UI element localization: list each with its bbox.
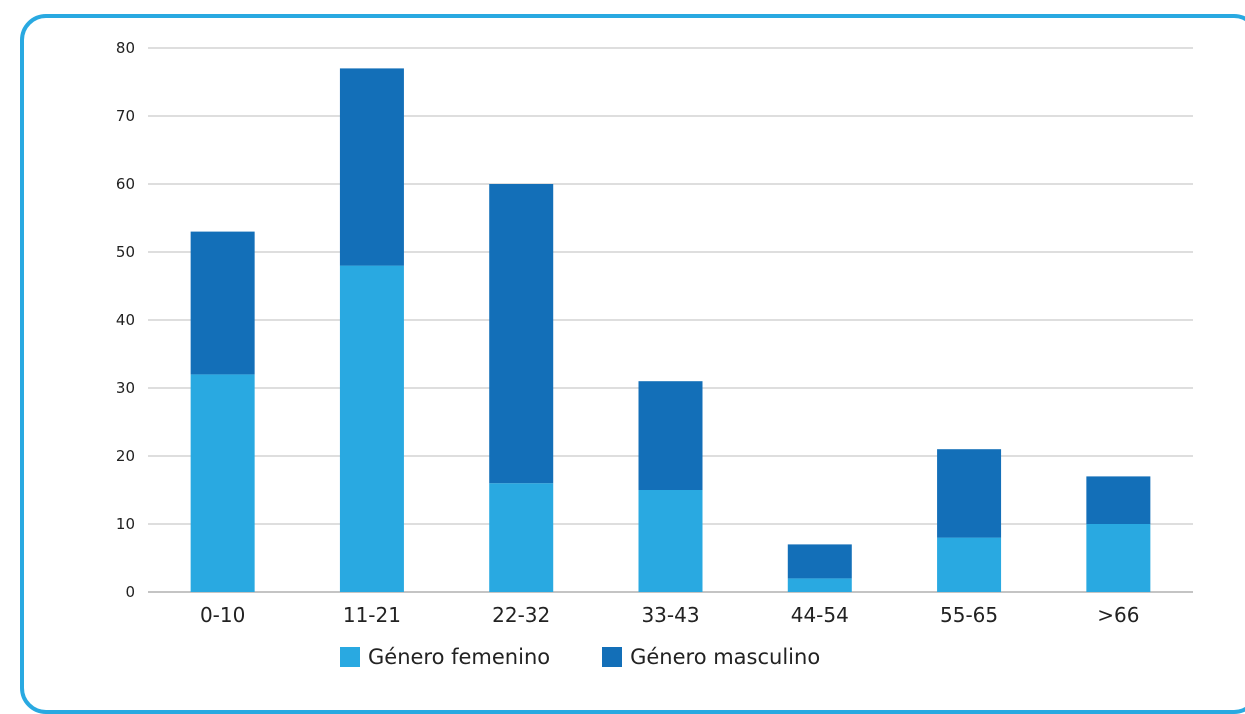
x-axis-ticks: 0-10 11-21 22-32 33-43 44-54 55-65 >66	[200, 603, 1140, 627]
bar-femenino-11-21	[339, 265, 404, 592]
legend-label-masculino: Género masculino	[630, 645, 821, 669]
x-tick-label: >66	[1097, 603, 1139, 627]
legend: Género femenino Género masculino	[340, 645, 820, 669]
y-tick-label: 40	[116, 311, 135, 329]
y-tick-label: 50	[116, 243, 135, 261]
legend-label-femenino: Género femenino	[368, 645, 551, 669]
x-tick-label: 44-54	[791, 603, 849, 627]
bar-chart: 0 10 20 30 40 50 60 70 80 0-10 11-21 22-32 33-43 44-…	[116, 39, 1193, 627]
bar-masculino-33-43	[638, 381, 703, 490]
y-tick-label: 30	[116, 379, 135, 397]
legend-item-masculino: Género masculino	[602, 645, 820, 669]
x-tick-label: 0-10	[200, 603, 245, 627]
bar-femenino-22-32	[489, 483, 554, 592]
y-tick-label: 80	[116, 39, 135, 57]
bar-femenino-0-10	[190, 374, 255, 592]
legend-swatch-masculino	[602, 647, 623, 667]
bar-masculino->66	[1086, 476, 1151, 524]
y-tick-label: 60	[116, 175, 135, 193]
x-tick-label: 33-43	[641, 603, 699, 627]
bar-femenino->66	[1086, 524, 1151, 592]
bar-masculino-0-10	[190, 231, 255, 375]
bar-femenino-33-43	[638, 490, 703, 592]
y-tick-label: 20	[116, 447, 135, 465]
bar-masculino-55-65	[937, 449, 1002, 538]
y-tick-label: 0	[125, 583, 135, 601]
x-tick-label: 55-65	[940, 603, 998, 627]
y-tick-label: 10	[116, 515, 135, 533]
x-tick-label: 22-32	[492, 603, 550, 627]
bar-femenino-44-54	[787, 578, 852, 592]
bar-masculino-11-21	[339, 68, 404, 266]
bar-femenino-55-65	[937, 537, 1002, 592]
legend-item-femenino: Género femenino	[340, 645, 550, 669]
y-axis-ticks: 0 10 20 30 40 50 60 70 80	[116, 39, 135, 601]
bar-masculino-22-32	[489, 184, 554, 484]
bar-masculino-44-54	[787, 544, 852, 579]
y-tick-label: 70	[116, 107, 135, 125]
legend-swatch-femenino	[340, 647, 360, 667]
x-tick-label: 11-21	[343, 603, 401, 627]
bars	[190, 68, 1151, 592]
